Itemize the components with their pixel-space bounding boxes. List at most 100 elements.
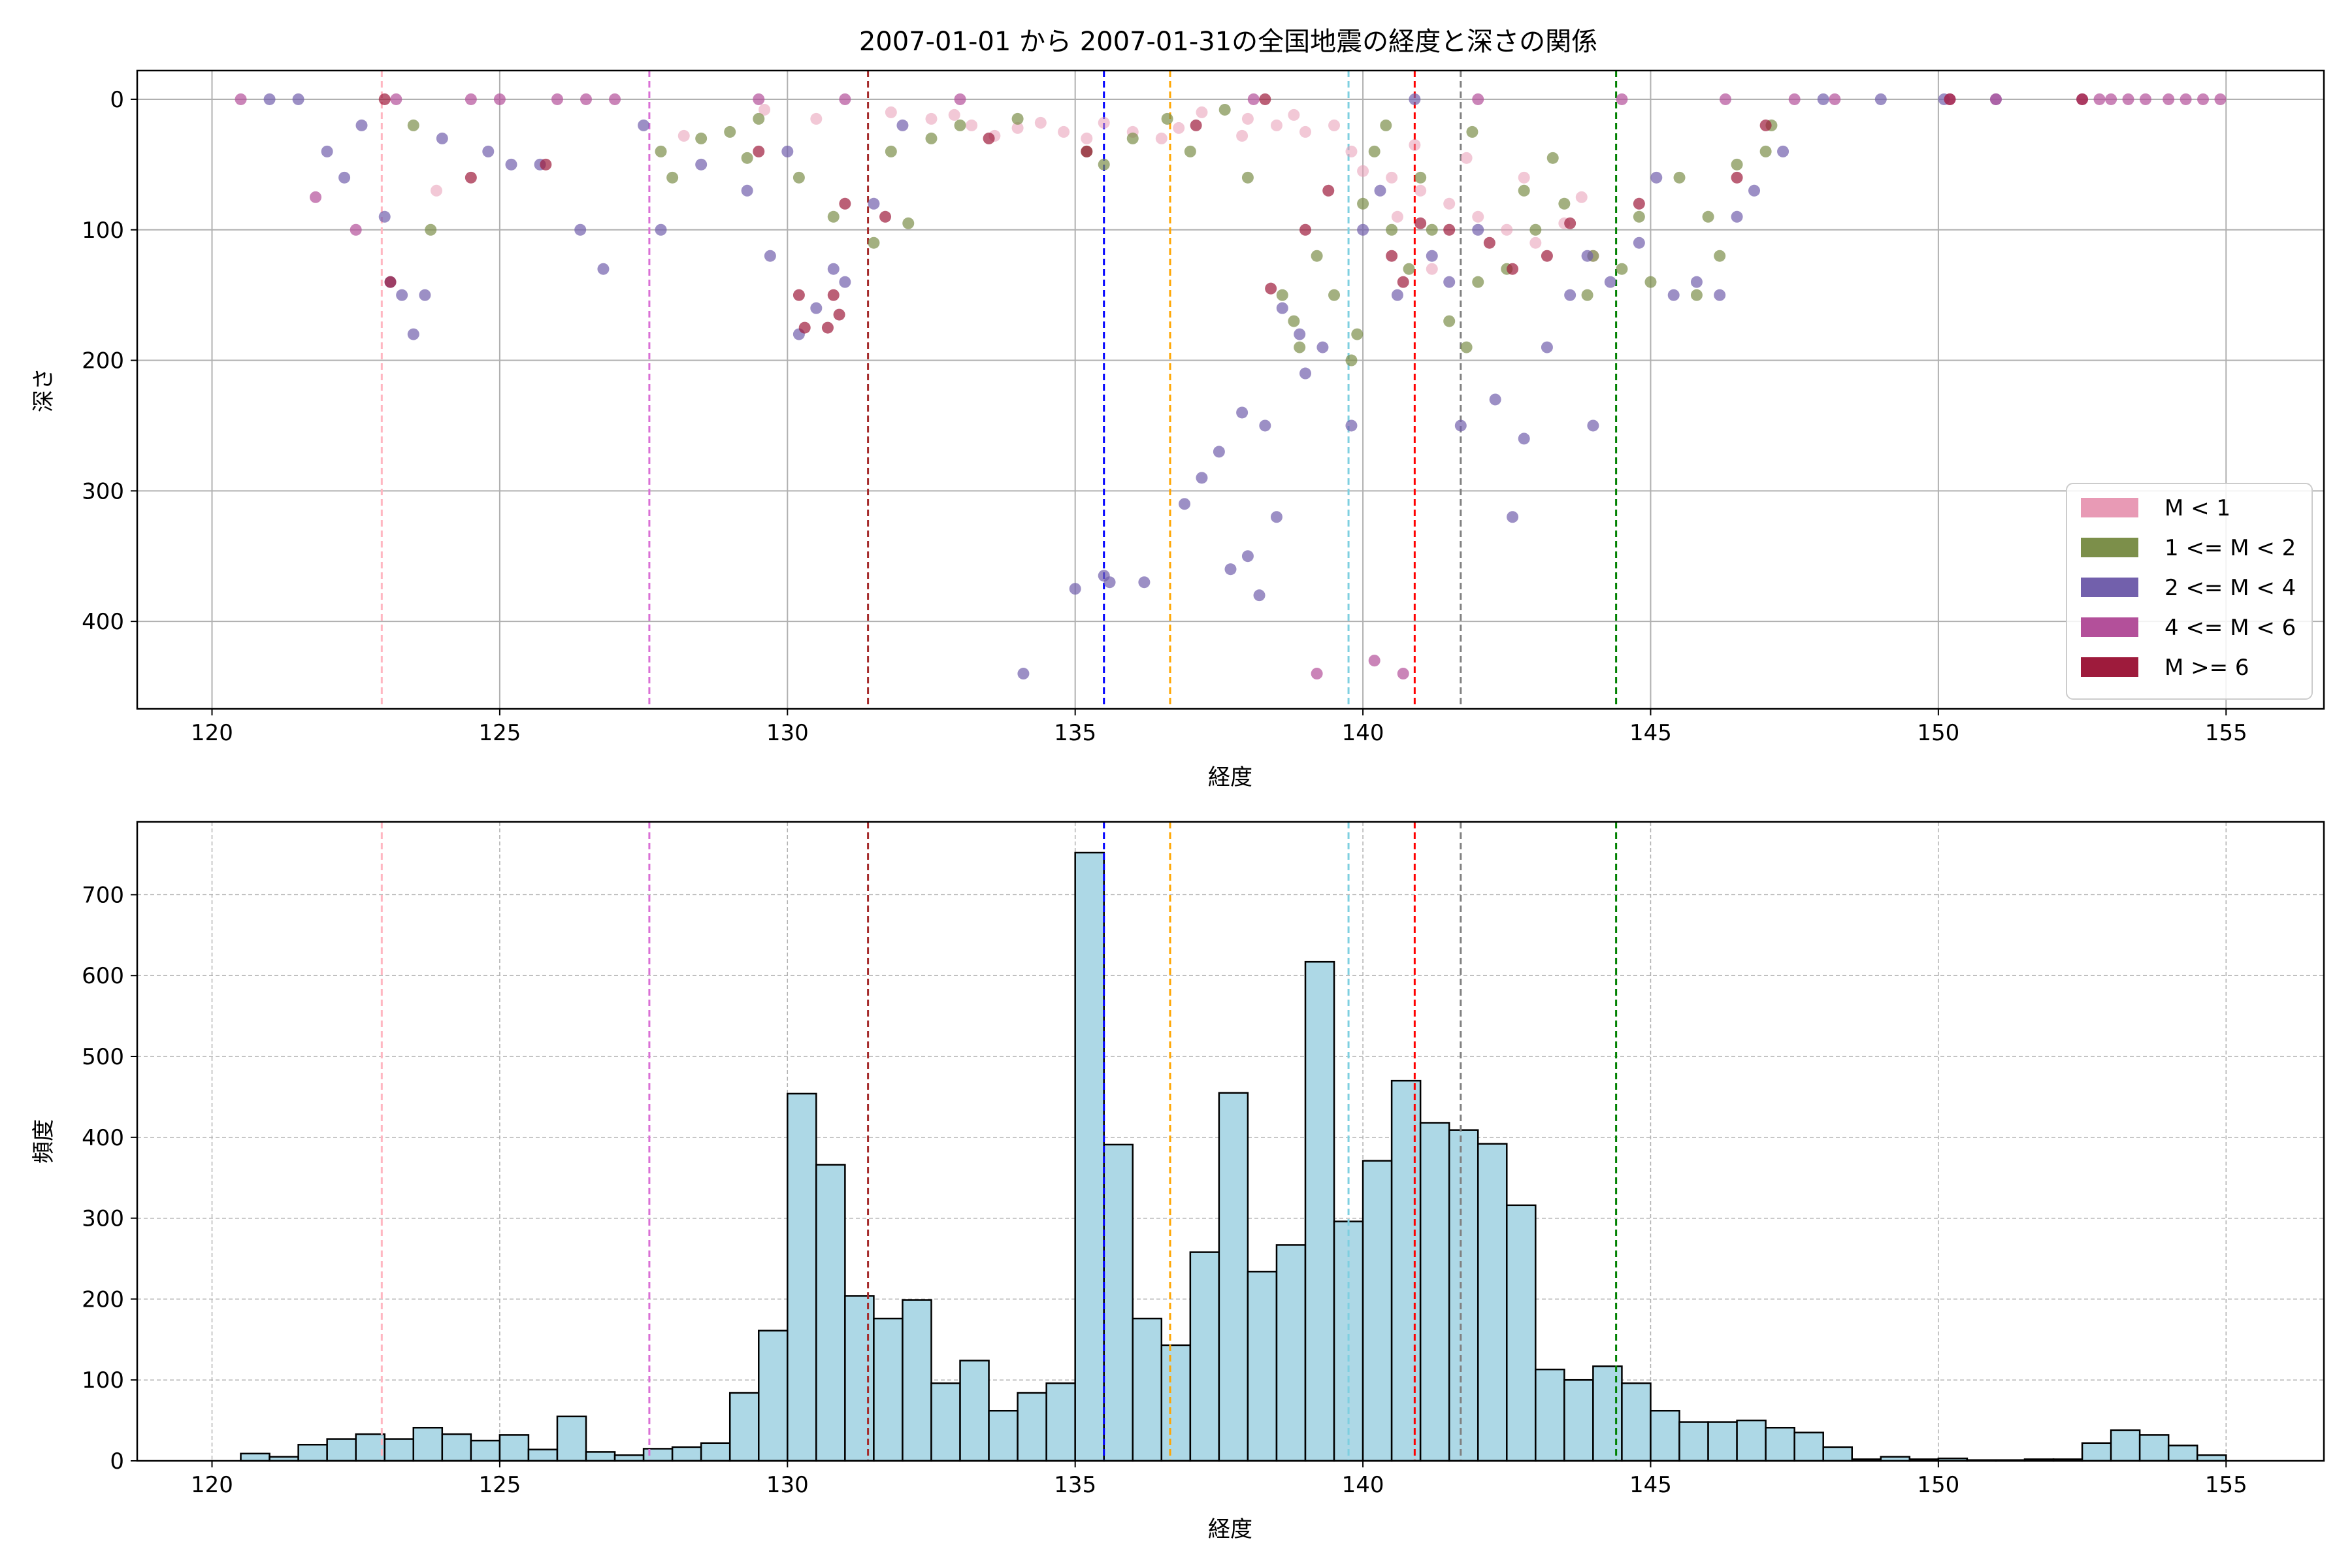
scatter-point-1-23 (1357, 197, 1369, 210)
scatter-point-1-46 (1690, 289, 1703, 301)
scatter-point-2-37 (1236, 406, 1249, 419)
hist-bar-54 (1793, 1431, 1824, 1462)
scatter-point-2-66 (1777, 145, 1789, 157)
hist-ytick-label-4: 400 (82, 1125, 124, 1151)
scatter-point-1-14 (1098, 158, 1110, 171)
scatter-point-2-17 (655, 223, 667, 236)
scatter-point-3-10 (839, 93, 851, 105)
hist-bar-15 (671, 1446, 702, 1462)
scatter-point-0-23 (1391, 210, 1403, 223)
scatter-point-3-15 (1397, 668, 1409, 680)
scatter-point-4-17 (1299, 223, 1312, 236)
hist-bar-23 (902, 1299, 932, 1462)
scatter-point-0-18 (1501, 223, 1513, 236)
scatter-point-1-43 (1368, 145, 1380, 157)
scatter-point-3-31 (2214, 93, 2227, 105)
scatter-legend: M < 1 1 <= M < 2 2 <= M < 4 4 <= M < 6 M >= … (2066, 483, 2313, 700)
legend-swatch-4 (2081, 657, 2138, 677)
scatter-ytick-label-2: 200 (82, 348, 124, 374)
hist-xtick-label-4: 140 (1342, 1472, 1384, 1498)
hist-bar-3 (326, 1438, 357, 1462)
scatter-point-3-14 (1368, 655, 1380, 667)
scatter-point-1-0 (407, 119, 419, 131)
legend-label-1: 1 <= M < 2 (2164, 535, 2296, 561)
scatter-xtick-label-6: 150 (1917, 720, 1959, 746)
scatter-point-1-47 (1714, 250, 1726, 262)
scatter-point-1-10 (925, 132, 938, 144)
hist-bar-30 (1103, 1143, 1134, 1462)
scatter-xtick-label-3: 135 (1054, 720, 1096, 746)
scatter-point-2-20 (764, 250, 776, 262)
scatter-point-0-27 (1081, 132, 1093, 144)
scatter-point-2-0 (263, 93, 276, 105)
scatter-point-0-11 (1299, 125, 1312, 138)
scatter-point-3-4 (465, 93, 477, 105)
scatter-point-0-37 (1409, 139, 1421, 151)
hist-bar-14 (642, 1448, 674, 1462)
hist-bar-34 (1218, 1092, 1249, 1462)
scatter-point-2-59 (1604, 276, 1616, 288)
hist-bar-10 (527, 1448, 559, 1462)
hist-bar-39 (1362, 1160, 1393, 1462)
scatter-point-4-5 (792, 289, 805, 301)
scatter-point-3-18 (1719, 93, 1731, 105)
scatter-point-1-51 (902, 217, 915, 229)
hist-bar-48 (1621, 1382, 1652, 1462)
scatter-point-2-54 (1507, 511, 1519, 523)
scatter-point-2-11 (482, 145, 495, 157)
scatter-point-2-7 (396, 289, 408, 301)
scatter-point-1-11 (954, 119, 966, 131)
scatter-point-3-29 (2180, 93, 2192, 105)
hist-bar-68 (2196, 1454, 2227, 1462)
hist-bar-28 (1045, 1382, 1076, 1462)
scatter-point-0-24 (1345, 145, 1358, 157)
scatter-point-4-24 (1507, 263, 1519, 275)
hist-bar-35 (1247, 1271, 1278, 1462)
scatter-point-3-9 (753, 93, 765, 105)
scatter-point-2-15 (597, 263, 610, 275)
hist-ytick-label-3: 300 (82, 1206, 124, 1232)
scatter-point-1-28 (1460, 341, 1473, 353)
scatter-point-2-63 (1714, 289, 1726, 301)
hist-xtick-label-6: 150 (1917, 1472, 1959, 1498)
scatter-point-1-9 (885, 145, 897, 157)
scatter-point-2-55 (1518, 433, 1530, 445)
hist-bar-40 (1390, 1079, 1422, 1462)
scatter-point-2-1 (292, 93, 304, 105)
legend-label-0: M < 1 (2164, 495, 2230, 521)
scatter-point-1-27 (1443, 315, 1456, 327)
hist-bar-19 (787, 1092, 817, 1462)
scatter-point-2-45 (1316, 341, 1329, 353)
scatter-point-1-2 (655, 145, 667, 157)
scatter-point-1-49 (666, 171, 679, 184)
histogram-x-ticks: 120 125 130 135 140 145 150 155 (191, 1461, 2247, 1498)
hist-bar-6 (412, 1426, 444, 1462)
scatter-point-3-12 (1247, 93, 1260, 105)
scatter-point-1-37 (1702, 210, 1714, 223)
scatter-panel: 2007-01-01 から 2007-01-31の全国地震の経度と深さの関係 1… (31, 27, 2325, 791)
scatter-point-2-67 (1817, 93, 1829, 105)
scatter-point-4-28 (1731, 171, 1743, 184)
scatter-point-0-7 (1155, 132, 1168, 144)
scatter-point-0-35 (1575, 191, 1588, 203)
hist-xtick-label-1: 125 (478, 1472, 521, 1498)
scatter-point-4-22 (1443, 223, 1456, 236)
scatter-point-1-42 (1311, 250, 1323, 262)
scatter-point-4-11 (879, 210, 892, 223)
scatter-point-2-44 (1299, 367, 1312, 380)
scatter-point-2-36 (1224, 563, 1237, 576)
scatter-point-2-33 (1179, 498, 1191, 510)
scatter-point-2-34 (1196, 472, 1208, 484)
hist-bar-24 (930, 1382, 961, 1462)
scatter-point-1-41 (1426, 223, 1438, 236)
hist-bar-7 (441, 1433, 472, 1462)
scatter-point-3-24 (2093, 93, 2106, 105)
hist-ytick-label-0: 0 (110, 1448, 124, 1475)
scatter-point-0-3 (1011, 122, 1024, 134)
scatter-ytick-label-3: 300 (82, 478, 124, 504)
scatter-point-2-68 (1874, 93, 1887, 105)
scatter-point-3-0 (235, 93, 247, 105)
hist-xtick-label-3: 135 (1054, 1472, 1096, 1498)
scatter-point-1-32 (1558, 197, 1571, 210)
scatter-point-2-28 (1017, 668, 1030, 680)
